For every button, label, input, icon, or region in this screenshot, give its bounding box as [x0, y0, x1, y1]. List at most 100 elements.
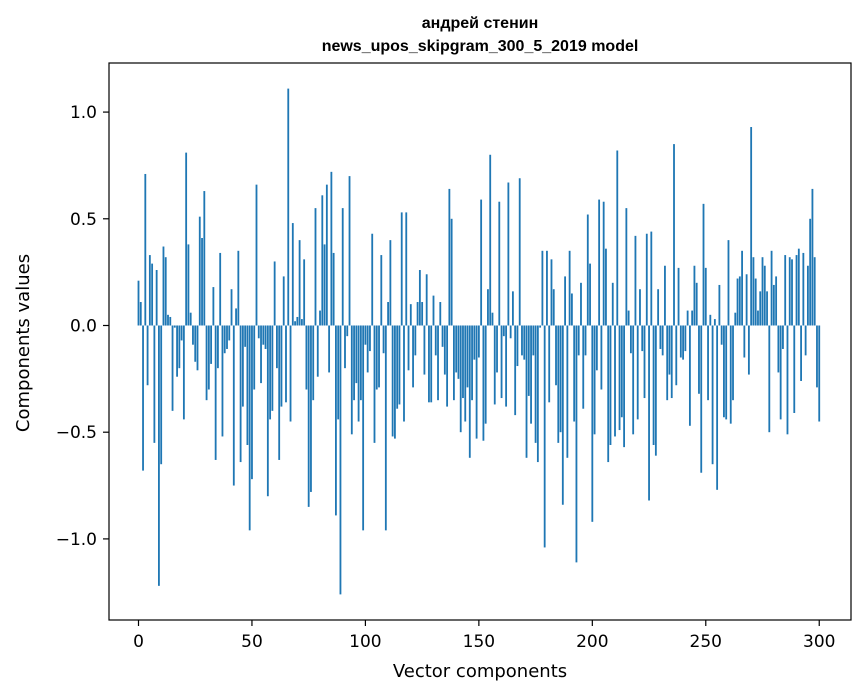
bar-75 — [307, 325, 310, 507]
x-tick-label: 50 — [241, 632, 263, 652]
bar-256 — [718, 284, 721, 326]
bar-101 — [366, 325, 369, 373]
bar-198 — [586, 214, 589, 326]
bar-274 — [759, 291, 762, 326]
bar-300 — [818, 325, 821, 422]
bar-188 — [564, 276, 566, 326]
bar-155 — [489, 154, 492, 326]
y-tick-label: 0.5 — [70, 210, 97, 230]
bar-35 — [217, 325, 219, 369]
bar-164 — [509, 325, 512, 339]
bar-180 — [546, 250, 548, 326]
bar-152 — [482, 325, 485, 441]
bar-57 — [266, 325, 269, 497]
bar-131 — [434, 325, 437, 356]
bar-227 — [652, 325, 655, 445]
bar-232 — [664, 265, 666, 326]
bar-115 — [398, 325, 401, 405]
bar-253 — [711, 325, 714, 465]
bar-283 — [779, 325, 782, 420]
bar-44 — [237, 250, 240, 326]
bar-68 — [291, 223, 294, 326]
bar-113 — [394, 325, 396, 439]
bar-105 — [375, 325, 378, 390]
bar-8 — [155, 270, 158, 326]
bar-250 — [704, 267, 707, 326]
bar-46 — [241, 325, 244, 407]
bar-146 — [468, 325, 471, 458]
bar-53 — [257, 325, 260, 339]
bar-84 — [328, 325, 331, 373]
bar-264 — [736, 278, 739, 326]
bar-189 — [566, 325, 569, 458]
y-axis-ticks: −1.0 −0.5 0.0 0.5 1.0 — [56, 103, 109, 550]
bar-24 — [192, 325, 194, 345]
bar-31 — [207, 325, 210, 390]
bar-176 — [536, 325, 539, 463]
bar-173 — [530, 325, 532, 424]
bar-27 — [198, 216, 201, 326]
bar-43 — [235, 308, 237, 326]
bar-139 — [453, 325, 455, 401]
bar-217 — [629, 325, 632, 354]
bar-93 — [348, 176, 351, 326]
bar-79 — [316, 325, 319, 377]
bar-108 — [382, 325, 385, 354]
bar-286 — [786, 325, 789, 435]
bar-288 — [791, 259, 793, 326]
bar-292 — [800, 325, 802, 381]
bar-40 — [228, 325, 231, 341]
bar-104 — [373, 325, 376, 443]
bar-45 — [239, 325, 242, 463]
bar-170 — [523, 325, 526, 360]
bar-142 — [459, 325, 462, 433]
bar-166 — [514, 325, 517, 416]
bar-117 — [403, 325, 405, 422]
bar-162 — [505, 325, 508, 407]
bar-221 — [639, 289, 641, 326]
bar-271 — [752, 257, 755, 326]
bar-77 — [312, 325, 315, 401]
bar-65 — [285, 325, 287, 403]
bar-124 — [418, 270, 421, 326]
bar-171 — [525, 325, 528, 458]
bar-268 — [745, 274, 748, 326]
bar-266 — [741, 250, 743, 326]
bar-71 — [298, 240, 301, 326]
bar-195 — [580, 282, 582, 326]
bar-284 — [782, 325, 784, 349]
bar-14 — [169, 316, 172, 326]
bar-81 — [321, 195, 324, 326]
bar-129 — [430, 325, 433, 403]
bar-276 — [763, 265, 766, 326]
bar-263 — [734, 312, 737, 326]
bar-107 — [380, 255, 383, 326]
bar-130 — [432, 295, 435, 326]
bar-149 — [475, 325, 478, 439]
bar-270 — [750, 127, 753, 326]
bar-109 — [384, 325, 387, 531]
bar-132 — [437, 325, 439, 401]
bar-127 — [425, 274, 428, 326]
bar-82 — [323, 244, 326, 326]
y-tick-label: −0.5 — [56, 423, 97, 443]
bar-201 — [593, 325, 596, 435]
bar-247 — [698, 325, 700, 394]
bar-235 — [670, 325, 673, 399]
bar-297 — [811, 188, 814, 326]
bar-177 — [539, 325, 542, 328]
bar-193 — [575, 325, 578, 563]
bar-76 — [310, 325, 312, 492]
bar-15 — [171, 325, 174, 411]
bar-56 — [264, 325, 267, 349]
bar-211 — [616, 150, 619, 326]
bar-207 — [607, 325, 610, 463]
bar-241 — [684, 325, 687, 352]
bar-208 — [609, 325, 612, 445]
bar-122 — [414, 325, 417, 356]
bar-254 — [713, 319, 716, 326]
bar-29 — [203, 191, 206, 326]
bar-151 — [480, 199, 483, 326]
bar-83 — [325, 184, 328, 326]
